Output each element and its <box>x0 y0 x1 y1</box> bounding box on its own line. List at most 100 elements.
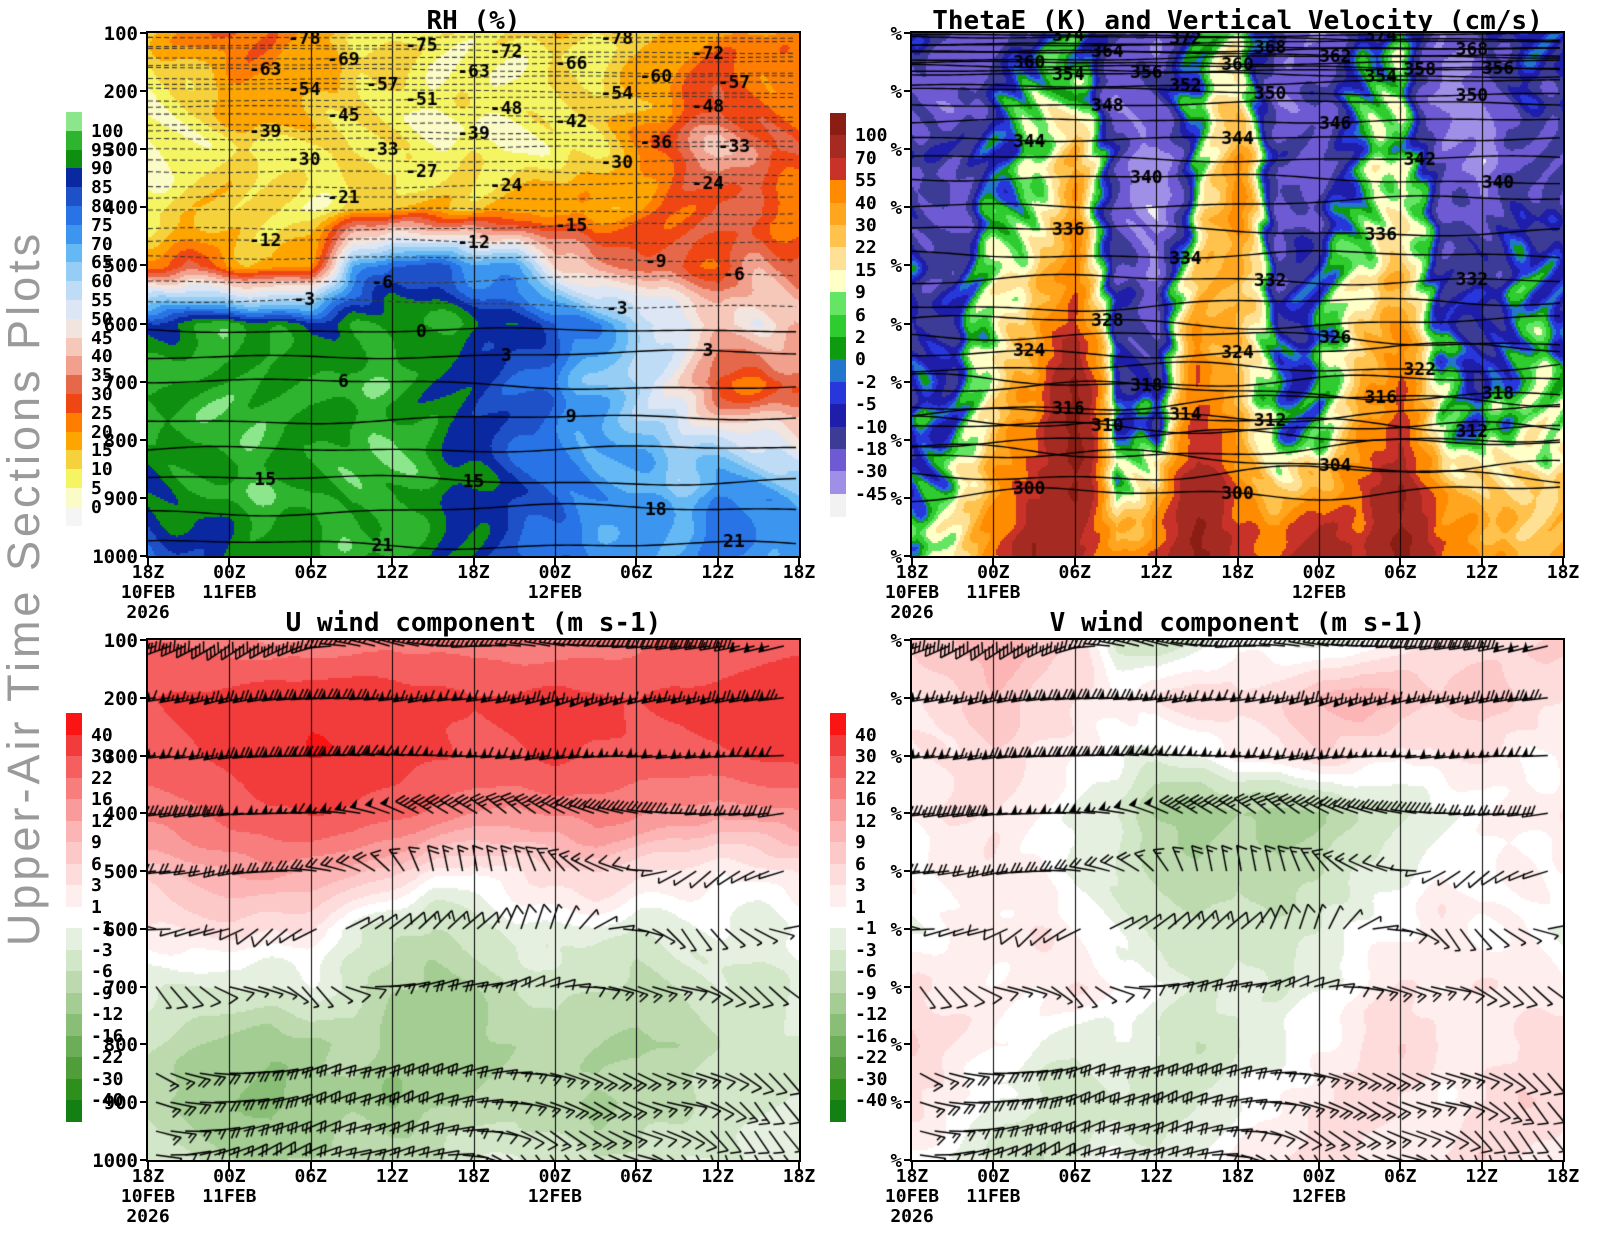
colorbar-label: 30 <box>91 384 113 405</box>
colorbar-cell <box>830 777 846 800</box>
tick-mark <box>798 558 800 566</box>
year-label: 2026 <box>126 1206 170 1227</box>
colorbar-cell <box>830 734 846 757</box>
colorbar-label: -30 <box>855 461 888 483</box>
y-tick-label: 600 <box>103 313 138 336</box>
colorbar-cell <box>66 842 82 865</box>
tick-mark <box>309 558 312 566</box>
colorbar-cell <box>830 314 846 338</box>
colorbar-cell <box>830 885 846 908</box>
tick-mark <box>553 1162 556 1170</box>
tick-mark <box>904 380 912 383</box>
colorbar-label: 100 <box>855 125 888 147</box>
x-tick-label: 12Z <box>1139 1166 1173 1187</box>
x-tick-label: 18Z <box>131 1166 165 1187</box>
tick-mark <box>472 558 475 566</box>
colorbar-cell <box>830 337 846 360</box>
colorbar-cell <box>830 820 846 843</box>
y-tick-label: 700 <box>103 371 138 394</box>
tick-mark <box>1317 558 1320 566</box>
colorbar-cell <box>66 469 82 489</box>
y-tick-label: 900 <box>103 487 138 510</box>
tick-mark <box>228 558 231 566</box>
colorbar-label: 15 <box>855 259 877 281</box>
y-tick-label: % <box>890 1034 902 1057</box>
colorbar-label: 12 <box>855 810 877 832</box>
tick-mark <box>140 812 148 815</box>
colorbar-cell <box>66 1014 82 1037</box>
colorbar-cell <box>830 135 846 159</box>
colorbar-label: -22 <box>91 1047 124 1068</box>
colorbar-label: 9 <box>855 832 866 853</box>
colorbar-label: 40 <box>855 192 877 214</box>
x-tick-label: 00Z <box>538 562 572 583</box>
colorbar-label: -6 <box>855 961 877 982</box>
x-tick-label: 18Z <box>1546 562 1580 583</box>
x-tick-label: 18Z <box>782 562 816 583</box>
tick-mark <box>1317 1162 1320 1170</box>
tick-mark <box>140 380 148 383</box>
tick-mark <box>228 1162 231 1170</box>
u-wind-panel-title: U wind component (m s-1) <box>285 608 662 638</box>
y-tick-label: % <box>890 1092 902 1115</box>
colorbar-label: -22 <box>855 1047 888 1068</box>
colorbar-label: 3 <box>91 875 102 896</box>
tick-mark <box>904 206 912 209</box>
colorbar-cell <box>830 1035 846 1058</box>
tick-mark <box>553 558 556 566</box>
tick-mark <box>635 1162 638 1170</box>
x-tick-label: 18Z <box>131 562 165 583</box>
colorbar-cell <box>830 713 846 736</box>
date-label: 10FEB <box>120 1186 176 1207</box>
colorbar-label: 65 <box>91 252 113 274</box>
tick-mark <box>904 1101 912 1104</box>
date-label: 10FEB <box>120 582 176 603</box>
colorbar-cell <box>66 375 82 395</box>
tick-mark <box>904 1043 912 1046</box>
tick-mark <box>1480 558 1483 566</box>
colorbar-label: -9 <box>855 982 877 1004</box>
colorbar-label: 35 <box>91 365 113 387</box>
colorbar-cell <box>66 734 82 757</box>
x-tick-label: 00Z <box>1302 562 1336 583</box>
tick-mark <box>904 148 912 151</box>
x-tick-label: 06Z <box>1058 562 1091 583</box>
tick-mark <box>716 1162 719 1170</box>
tick-mark <box>140 870 148 873</box>
tick-mark <box>147 1162 149 1170</box>
x-tick-label: 06Z <box>294 562 327 583</box>
sidebar-rotated-title: Upper-Air Time Sections Plots <box>0 229 49 947</box>
colorbar-label: -30 <box>855 1068 888 1090</box>
tick-mark <box>140 555 148 557</box>
colorbar-label: 6 <box>855 304 866 326</box>
tick-mark <box>140 206 148 209</box>
colorbar-cell <box>830 269 846 293</box>
colorbar-label: 90 <box>91 158 113 180</box>
y-tick-label: 500 <box>103 255 138 278</box>
date-label: 12FEB <box>527 1186 582 1207</box>
x-tick-label: 00Z <box>213 562 246 583</box>
colorbar-label: 9 <box>91 832 102 853</box>
tick-mark <box>140 438 148 441</box>
colorbar-label: 16 <box>855 789 877 810</box>
y-tick-label: 800 <box>103 429 138 452</box>
x-tick-label: 00Z <box>977 1166 1010 1187</box>
x-tick-label: 18Z <box>457 1166 490 1187</box>
y-tick-label: % <box>890 918 902 941</box>
tick-mark <box>140 32 148 34</box>
date-label: 11FEB <box>202 1186 257 1207</box>
tick-mark <box>716 558 719 566</box>
x-tick-label: 00Z <box>1302 1166 1336 1187</box>
colorbar-label: -9 <box>91 982 113 1004</box>
tick-mark <box>904 754 912 757</box>
x-tick-label: 18Z <box>895 562 929 583</box>
colorbar-cell <box>66 206 82 226</box>
x-tick-label: 06Z <box>619 562 653 583</box>
colorbar-cell <box>830 381 846 405</box>
colorbar-label: 95 <box>91 139 113 161</box>
tick-mark <box>911 558 913 566</box>
colorbar-label: 9 <box>855 282 866 304</box>
colorbar-cell <box>66 885 82 908</box>
colorbar-cell <box>66 356 82 376</box>
colorbar-label: -16 <box>855 1025 888 1047</box>
